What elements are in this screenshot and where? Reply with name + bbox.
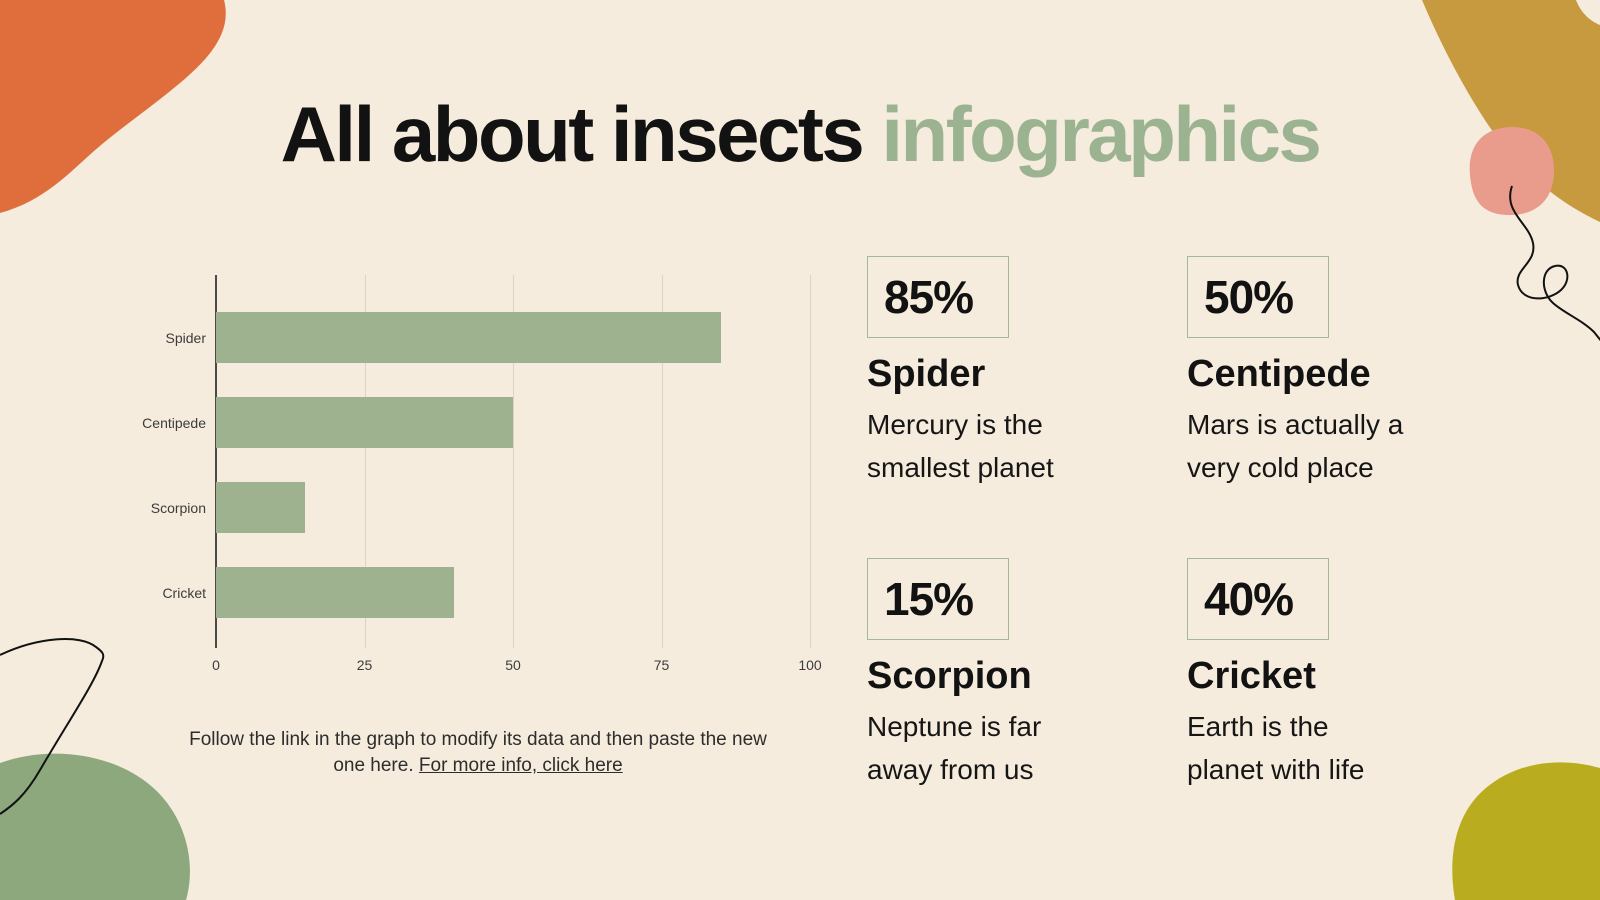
stat-name: Scorpion <box>867 655 1032 697</box>
gridline-50 <box>513 275 514 648</box>
gridline-25 <box>364 275 366 648</box>
x-tick-label: 25 <box>356 657 373 673</box>
page-title: All about insects infographics <box>0 93 1600 176</box>
squiggle-left <box>0 638 105 815</box>
stat-card-cricket: 40% Cricket Earth is the planet with life <box>1187 558 1507 860</box>
bar-centipede <box>216 397 513 448</box>
pink-blob <box>1469 127 1555 216</box>
category-label: Scorpion <box>150 499 206 516</box>
stat-name: Spider <box>867 353 986 395</box>
stat-name: Centipede <box>1187 353 1371 395</box>
x-tick-label: 75 <box>653 657 670 673</box>
stat-percent-box: 40% <box>1187 558 1329 640</box>
x-tick-label: 0 <box>212 657 220 673</box>
stat-card-scorpion: 15% Scorpion Neptune is far away from us <box>867 558 1187 860</box>
stat-percent-value: 15% <box>884 573 974 625</box>
category-label: Spider <box>165 329 206 346</box>
gridline-100 <box>810 275 811 648</box>
stat-description: Earth is the planet with life <box>1187 711 1365 786</box>
x-tick-label: 100 <box>798 657 822 673</box>
orange-blob-top-left <box>0 0 226 213</box>
stat-percent-box: 50% <box>1187 256 1329 338</box>
category-label: Centipede <box>142 414 206 431</box>
stat-card-spider: 85% Spider Mercury is the smallest planet <box>867 256 1187 558</box>
y-axis-line <box>215 275 217 648</box>
stat-card-centipede: 50% Centipede Mars is actually a very cold… <box>1187 256 1507 558</box>
stat-description: Mercury is the smallest planet <box>867 409 1054 484</box>
chart-row: Centipede <box>142 380 810 465</box>
chart-x-axis: 0 25 50 75 100 <box>212 657 822 679</box>
title-green-part: infographics <box>881 90 1322 178</box>
category-label: Cricket <box>162 584 206 601</box>
chart-row: Scorpion <box>151 465 810 550</box>
bar-scorpion <box>216 482 306 533</box>
stat-percent-value: 50% <box>1204 271 1294 323</box>
title-black-part: All about insects <box>280 90 865 178</box>
stat-description: Neptune is far away from us <box>867 711 1042 786</box>
chart-plot-area: Spider Centipede Scorpion Cricket <box>142 275 811 648</box>
note-link[interactable]: For more info, click here <box>418 755 623 777</box>
sage-blob-bottom-left <box>0 753 190 900</box>
bar-chart: Spider Centipede Scorpion Cricket 0 25 50 75 10… <box>124 275 822 679</box>
gridline-75 <box>661 275 663 648</box>
stat-percent-box: 85% <box>867 256 1009 338</box>
note-line2-prefix: one here. <box>333 755 419 777</box>
note-line1: Follow the link in the graph to modify i… <box>189 729 767 750</box>
chart-bars: Spider Centipede Scorpion Cricket <box>142 275 810 648</box>
bar-spider <box>216 312 721 363</box>
stat-percent-box: 15% <box>867 558 1009 640</box>
stats-grid: 85% Spider Mercury is the smallest planet 5… <box>867 256 1507 860</box>
ochre-blob-top-right <box>1422 0 1600 222</box>
stat-percent-value: 85% <box>884 271 974 323</box>
olive-blob-bottom-right <box>1452 762 1600 900</box>
x-tick-label: 50 <box>505 657 521 673</box>
stat-description: Mars is actually a very cold place <box>1187 409 1404 484</box>
chart-note: Follow the link in the graph to modify i… <box>148 727 808 779</box>
chart-row: Cricket <box>162 550 810 635</box>
squiggle-right <box>1509 185 1600 342</box>
stat-name: Cricket <box>1187 655 1316 697</box>
chart-row: Spider <box>166 295 810 380</box>
bar-cricket <box>216 567 454 618</box>
stat-percent-value: 40% <box>1204 573 1294 625</box>
